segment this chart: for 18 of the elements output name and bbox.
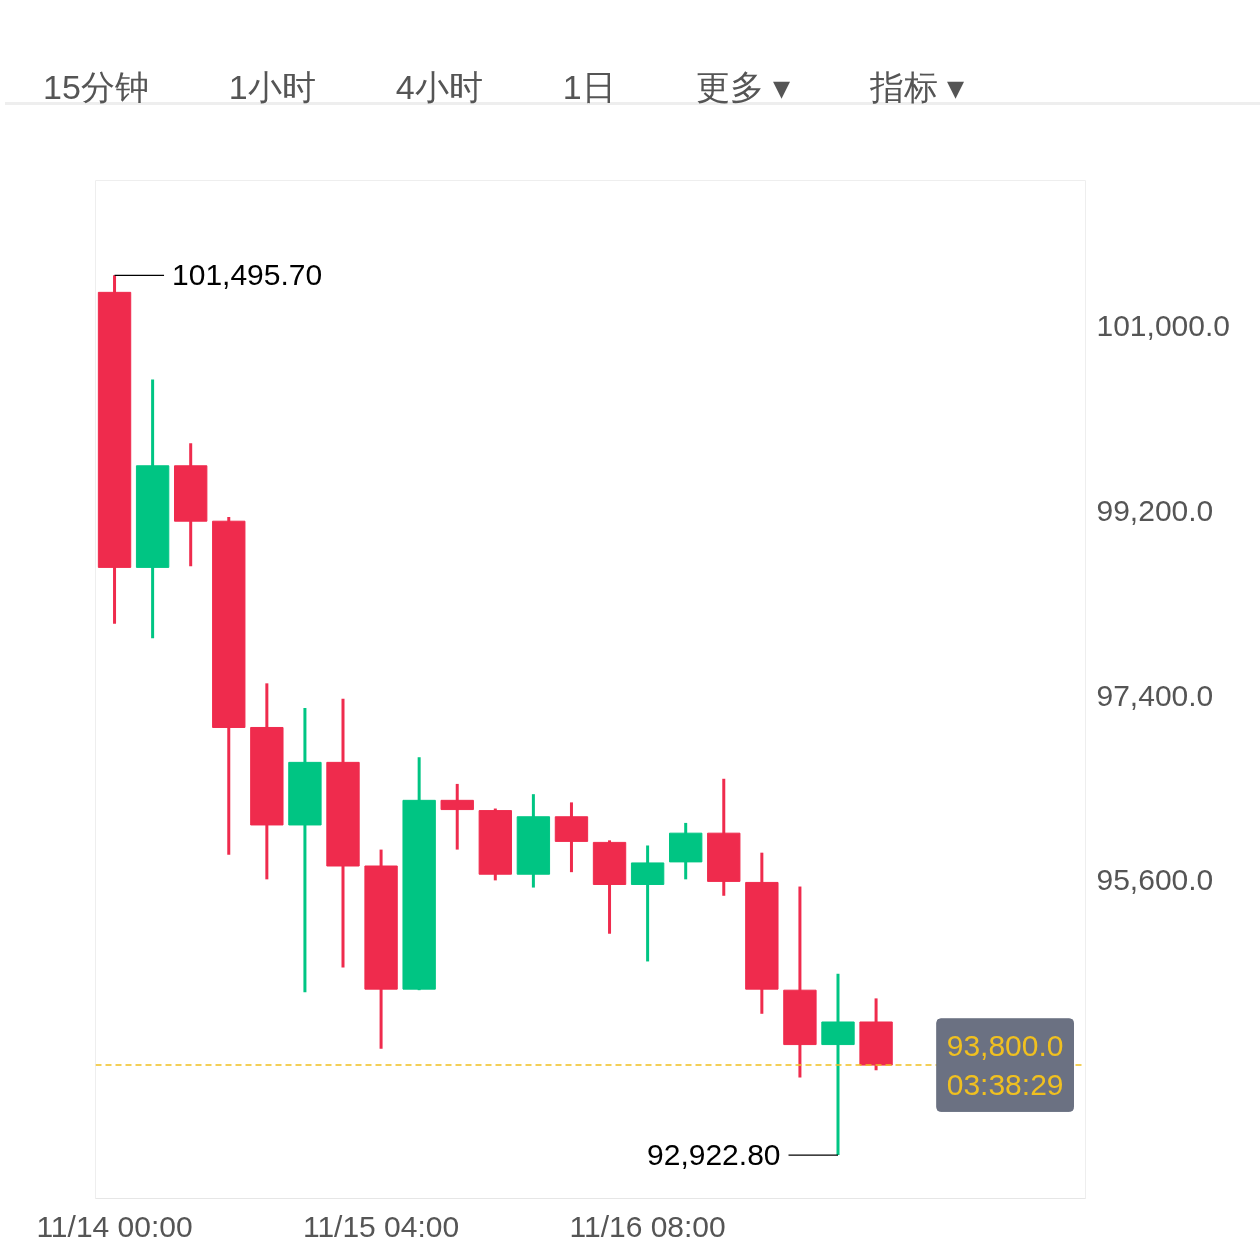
- y-tick-label: 99,200.0: [1096, 493, 1214, 527]
- candlestick: [821, 972, 855, 1156]
- text: 指标 ▾: [870, 68, 965, 106]
- y-tick-label: 95,600.0: [1096, 863, 1214, 897]
- text: 4小时: [395, 68, 483, 106]
- x-tick-label: 11/15 04:00: [302, 1209, 460, 1242]
- text: 更多 ▾: [695, 68, 791, 106]
- annotation: 92,922.80: [647, 1138, 781, 1172]
- x-tick-label: 11/14 00:00: [36, 1209, 193, 1242]
- text: 1小时: [228, 68, 316, 106]
- x-tick-label: 11/16 08:00: [569, 1209, 726, 1242]
- y-tick-label: 101,000.0: [1096, 309, 1230, 343]
- ref-line-label: 93,800.0 03:38:29: [946, 1028, 1064, 1102]
- annotation: 101,495.70: [172, 258, 323, 292]
- text: 15分钟: [43, 68, 149, 106]
- text: 1日: [562, 68, 616, 106]
- candlestick: [440, 782, 474, 850]
- y-tick-label: 97,400.0: [1096, 678, 1214, 712]
